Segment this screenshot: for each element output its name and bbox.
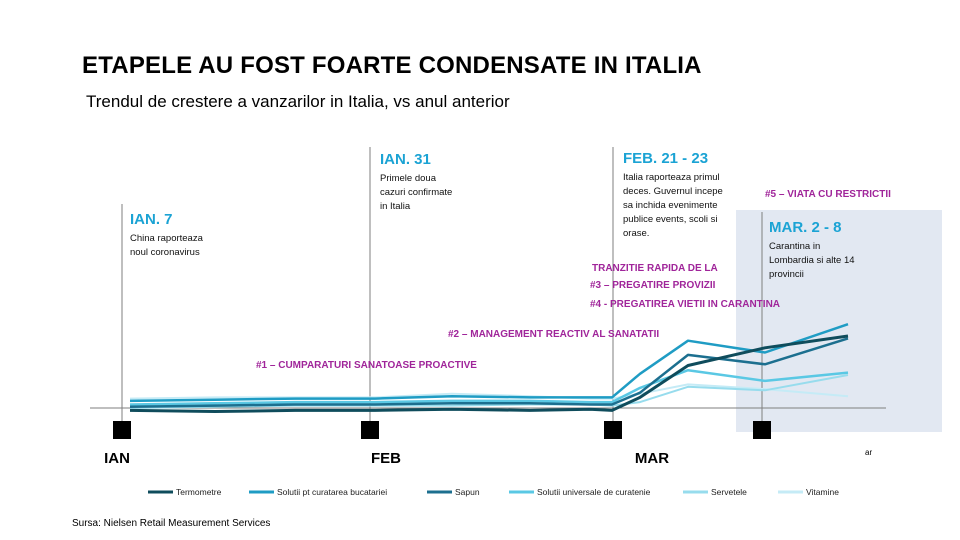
- phase-label: #5 – VIATA CU RESTRICTII: [765, 189, 891, 200]
- event-description: sa inchida evenimente: [623, 200, 718, 211]
- legend-label: Solutii pt curatarea bucatariei: [277, 487, 387, 497]
- event-description: deces. Guvernul incepe: [623, 186, 723, 197]
- stray-axis-label: ar: [865, 448, 872, 457]
- event-description: Lombardia si alte 14: [769, 255, 855, 266]
- event-date: IAN. 7: [130, 211, 173, 228]
- source-note: Sursa: Nielsen Retail Measurement Servic…: [72, 518, 271, 529]
- x-tick-label: IAN: [104, 450, 130, 467]
- event-marker: [604, 421, 622, 439]
- x-tick-label: FEB: [371, 450, 401, 467]
- series-line-2: [129, 323, 849, 403]
- event-description: in Italia: [380, 201, 411, 212]
- slide-subtitle: Trendul de crestere a vanzarilor in Ital…: [86, 92, 510, 111]
- series-line-1: [129, 334, 849, 413]
- phase-label: TRANZITIE RAPIDA DE LA: [592, 263, 718, 274]
- phase-label: #3 – PREGATIRE PROVIZII: [590, 280, 716, 291]
- restrictions-period-highlight: [736, 210, 942, 432]
- series-line-4: [129, 368, 849, 406]
- slide-title: ETAPELE AU FOST FOARTE CONDENSATE IN ITA…: [82, 52, 702, 79]
- event-marker: [361, 421, 379, 439]
- event-description: cazuri confirmate: [380, 187, 452, 198]
- event-description: publice events, scoli si: [623, 214, 718, 225]
- event-description: China raporteaza: [130, 233, 204, 244]
- event-description: noul coronavirus: [130, 247, 200, 258]
- x-tick-label: MAR: [635, 450, 669, 467]
- event-date: IAN. 31: [380, 151, 431, 168]
- event-marker: [113, 421, 131, 439]
- event-description: provincii: [769, 269, 804, 280]
- event-description: Primele doua: [380, 173, 437, 184]
- event-description: Carantina in: [769, 241, 820, 252]
- phase-label: #4 - PREGATIREA VIETII IN CARANTINA: [590, 299, 780, 310]
- legend-label: Solutii universale de curatenie: [537, 487, 651, 497]
- legend-label: Termometre: [176, 487, 222, 497]
- legend-label: Vitamine: [806, 487, 839, 497]
- event-date: MAR. 2 - 8: [769, 219, 842, 236]
- event-description: Italia raporteaza primul: [623, 172, 720, 183]
- legend-label: Sapun: [455, 487, 480, 497]
- event-marker: [753, 421, 771, 439]
- event-date: FEB. 21 - 23: [623, 150, 708, 167]
- series-line-3: [129, 337, 849, 409]
- event-description: orase.: [623, 228, 649, 239]
- phase-label: #1 – CUMPARATURI SANATOASE PROACTIVE: [256, 360, 477, 371]
- legend-label: Servetele: [711, 487, 747, 497]
- phase-label: #2 – MANAGEMENT REACTIV AL SANATATII: [448, 329, 659, 340]
